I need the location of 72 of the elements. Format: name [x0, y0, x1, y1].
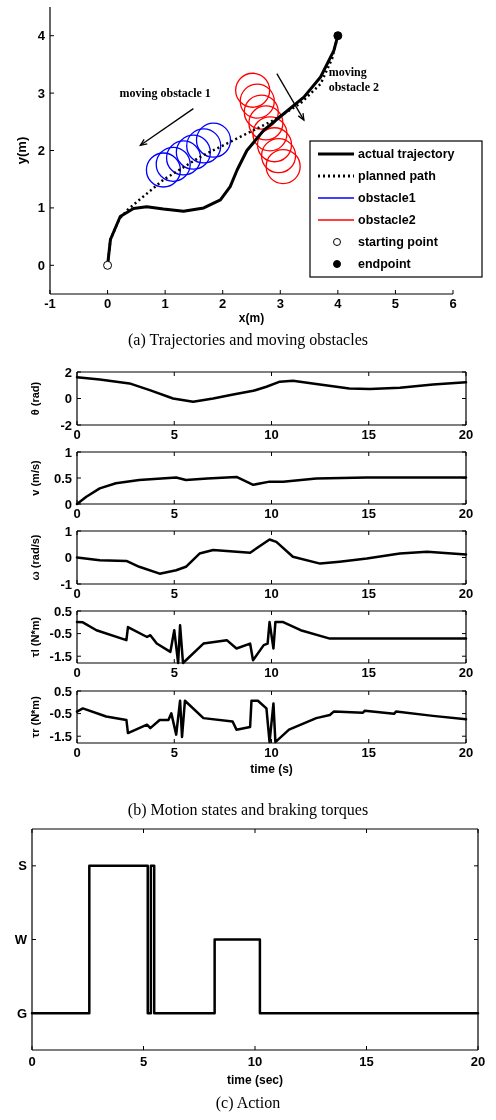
- x-tick-label: 20: [458, 427, 474, 442]
- y-axis-title: τl (N*m): [29, 616, 41, 658]
- x-tick-label: 5: [170, 586, 178, 601]
- text: (a) Trajectories and moving obstacles: [128, 331, 368, 349]
- y-tick-label: 2: [37, 143, 45, 159]
- legend-label: actual trajectory: [358, 147, 455, 162]
- x-tick-label: 5: [391, 296, 400, 311]
- x-tick-label: 20: [458, 665, 474, 680]
- x-tick-label: 5: [170, 506, 178, 521]
- legend-label: obstacle2: [358, 213, 416, 228]
- x-tick-label: 10: [264, 586, 279, 601]
- y-tick-label: 0: [64, 550, 72, 566]
- x-tick-label: 1: [161, 296, 169, 311]
- text: W: [14, 932, 28, 948]
- y-axis-title: y(m): [14, 136, 29, 165]
- y-tick-label: 0.5: [53, 603, 72, 619]
- x-tick-label: 2: [219, 296, 227, 311]
- legend-label: starting point: [358, 235, 439, 250]
- y-tick-label: -1.5: [49, 728, 72, 744]
- text: S: [18, 858, 28, 874]
- x-tick-label: 15: [359, 1054, 374, 1069]
- x-tick-label: 5: [170, 665, 178, 680]
- x-tick-label: 20: [458, 506, 474, 521]
- x-axis-title: time (s): [250, 762, 293, 776]
- x-tick-label: 15: [361, 506, 376, 521]
- x-tick-label: 15: [361, 745, 376, 760]
- x-tick-label: 15: [361, 665, 376, 680]
- y-axis-title: v (m/s): [29, 459, 41, 496]
- y-tick-label: 3: [37, 85, 45, 101]
- y-tick-label: 0: [64, 391, 72, 407]
- legend-label: planned path: [358, 169, 436, 184]
- x-tick-label: 10: [264, 665, 279, 680]
- annotation: moving obstacle 1: [119, 86, 211, 101]
- text: (b) Motion states and braking torques: [127, 801, 369, 819]
- y-axis-title: ω (rad/s): [29, 534, 41, 581]
- y-tick-label: 0.5: [53, 683, 72, 699]
- y-axis-title: θ (rad): [29, 381, 41, 416]
- y-tick-label: 0: [37, 257, 45, 273]
- x-tick-label: 15: [361, 427, 376, 442]
- y-tick-label: 1: [64, 523, 72, 539]
- y-axis-title: τr (N*m): [29, 695, 41, 738]
- x-tick-label: 5: [170, 745, 178, 760]
- x-axis-title: x(m): [238, 311, 265, 325]
- y-tick-label: 0.5: [53, 470, 72, 486]
- x-tick-label: 10: [264, 506, 279, 521]
- x-tick-label: 10: [264, 745, 279, 760]
- x-tick-label: 20: [470, 1054, 486, 1069]
- x-tick-label: 0: [103, 296, 112, 311]
- x-tick-label: 5: [139, 1054, 148, 1069]
- x-tick-label: 10: [247, 1054, 263, 1069]
- y-tick-label: -0.5: [49, 626, 72, 642]
- y-tick-label: -0.5: [49, 706, 72, 722]
- legend-label: endpoint: [358, 257, 412, 272]
- text: G: [16, 1005, 27, 1021]
- x-tick-label: 4: [334, 296, 343, 311]
- y-tick-label: 2: [64, 364, 72, 380]
- x-tick-label: 5: [170, 427, 178, 442]
- x-tick-label: 6: [449, 296, 457, 311]
- y-tick-label: -1.5: [49, 648, 72, 664]
- y-tick-label: 1: [64, 444, 72, 460]
- legend-label: obstacle1: [358, 191, 416, 206]
- x-tick-label: 3: [276, 296, 284, 311]
- y-tick-label: 1: [37, 200, 45, 216]
- x-tick-label: 20: [458, 586, 474, 601]
- x-tick-label: 20: [458, 745, 474, 760]
- text: (c) Action: [215, 1094, 281, 1112]
- annotation: moving obstacle 2: [328, 64, 379, 94]
- x-axis-title: time (sec): [226, 1073, 284, 1087]
- y-tick-label: -2: [60, 417, 72, 433]
- x-tick-label: 15: [361, 586, 376, 601]
- x-tick-label: 10: [264, 427, 279, 442]
- y-tick-label: 4: [37, 28, 46, 44]
